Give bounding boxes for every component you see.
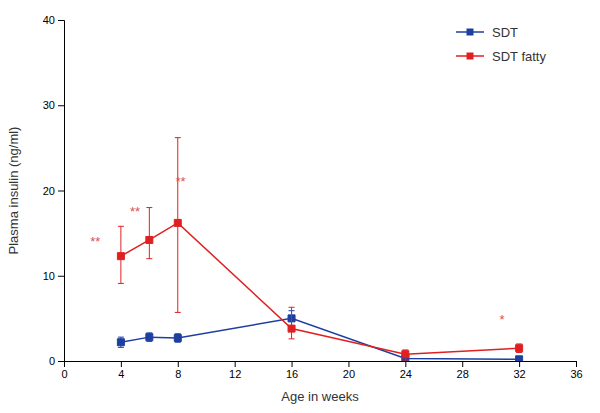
legend-label: SDT [492, 25, 518, 40]
tick: 0 [61, 361, 67, 380]
point [174, 334, 181, 341]
tick-label: 30 [43, 99, 55, 111]
error-bar [118, 226, 124, 283]
tick-label: 4 [118, 368, 124, 380]
tick-label: 40 [43, 14, 55, 26]
tick-mark [58, 105, 64, 106]
tick: 8 [175, 361, 181, 380]
annotation: ** [130, 204, 140, 219]
annotation: * [500, 312, 505, 327]
tick: 36 [570, 361, 582, 380]
error-bar [402, 350, 408, 360]
tick-label: 20 [43, 185, 55, 197]
annotation: ** [90, 234, 100, 249]
tick-mark [121, 361, 122, 367]
tick-mark [58, 20, 64, 21]
y-axis-title: Plasma insulin (ng/ml) [6, 127, 21, 255]
marks [117, 138, 522, 361]
series-line [121, 318, 519, 359]
error-bar [118, 337, 124, 347]
tick-label: 36 [570, 368, 582, 380]
point [117, 253, 124, 260]
chart-container: 04812162024283236010203040*******SDTSDT … [0, 0, 600, 413]
point [516, 356, 523, 361]
tick-label: 32 [513, 368, 525, 380]
x-axis-title: Age in weeks [281, 389, 359, 404]
error-bar [289, 307, 295, 339]
tick-mark [576, 361, 577, 367]
tick-label: 28 [457, 368, 469, 380]
tick: 30 [43, 99, 64, 111]
tick-mark [178, 361, 179, 367]
error-bar [175, 138, 181, 313]
tick: 40 [43, 14, 64, 26]
tick-label: 20 [343, 368, 355, 380]
tick-mark [462, 361, 463, 367]
tick-label: 0 [49, 355, 55, 367]
tick: 32 [513, 361, 525, 380]
x-axis: 0 4 8 12 16 20 24 28 32 36 [61, 361, 582, 380]
tick-label: 24 [400, 368, 412, 380]
tick: 24 [400, 361, 412, 380]
point [146, 334, 153, 341]
series [117, 311, 522, 361]
error-bar [175, 334, 181, 343]
point [516, 345, 523, 352]
legend-marker [467, 29, 474, 36]
legend-item: SDT [456, 25, 518, 40]
axis-line [65, 362, 577, 368]
y-axis: 0 10 20 30 40 [43, 14, 65, 367]
tick: 12 [229, 361, 241, 380]
series [117, 138, 522, 361]
tick-label: 10 [43, 270, 55, 282]
legend-marker [467, 53, 474, 60]
plot: 04812162024283236010203040*******SDTSDT … [43, 14, 583, 380]
axis-line [58, 21, 65, 362]
tick-mark [405, 361, 406, 367]
tick-mark [58, 191, 64, 192]
tick-mark [235, 361, 236, 367]
tick: 0 [49, 355, 64, 367]
tick-mark [58, 361, 64, 362]
error-bar [146, 333, 152, 342]
tick-label: 16 [286, 368, 298, 380]
annotations: ******* [90, 174, 504, 327]
annotation: ** [176, 174, 186, 189]
series-line [121, 223, 519, 354]
error-bar [516, 344, 522, 353]
tick: 20 [43, 185, 64, 197]
tick: 16 [286, 361, 298, 380]
tick: 4 [118, 361, 124, 380]
point [146, 236, 153, 243]
error-bar [146, 208, 152, 259]
tick: 28 [457, 361, 469, 380]
chart-svg: 04812162024283236010203040*******SDTSDT … [0, 0, 600, 413]
tick-mark [519, 361, 520, 367]
point [288, 325, 295, 332]
point [174, 219, 181, 226]
tick-mark [292, 361, 293, 367]
point [117, 339, 124, 346]
tick: 10 [43, 270, 64, 282]
point [402, 351, 409, 358]
legend: SDT SDT fatty [456, 25, 546, 64]
tick-mark [58, 276, 64, 277]
legend-item: SDT fatty [456, 49, 546, 64]
tick-mark [348, 361, 349, 367]
tick-label: 0 [61, 368, 67, 380]
legend-label: SDT fatty [492, 49, 546, 64]
tick-label: 12 [229, 368, 241, 380]
tick-label: 8 [175, 368, 181, 380]
tick: 20 [343, 361, 355, 380]
